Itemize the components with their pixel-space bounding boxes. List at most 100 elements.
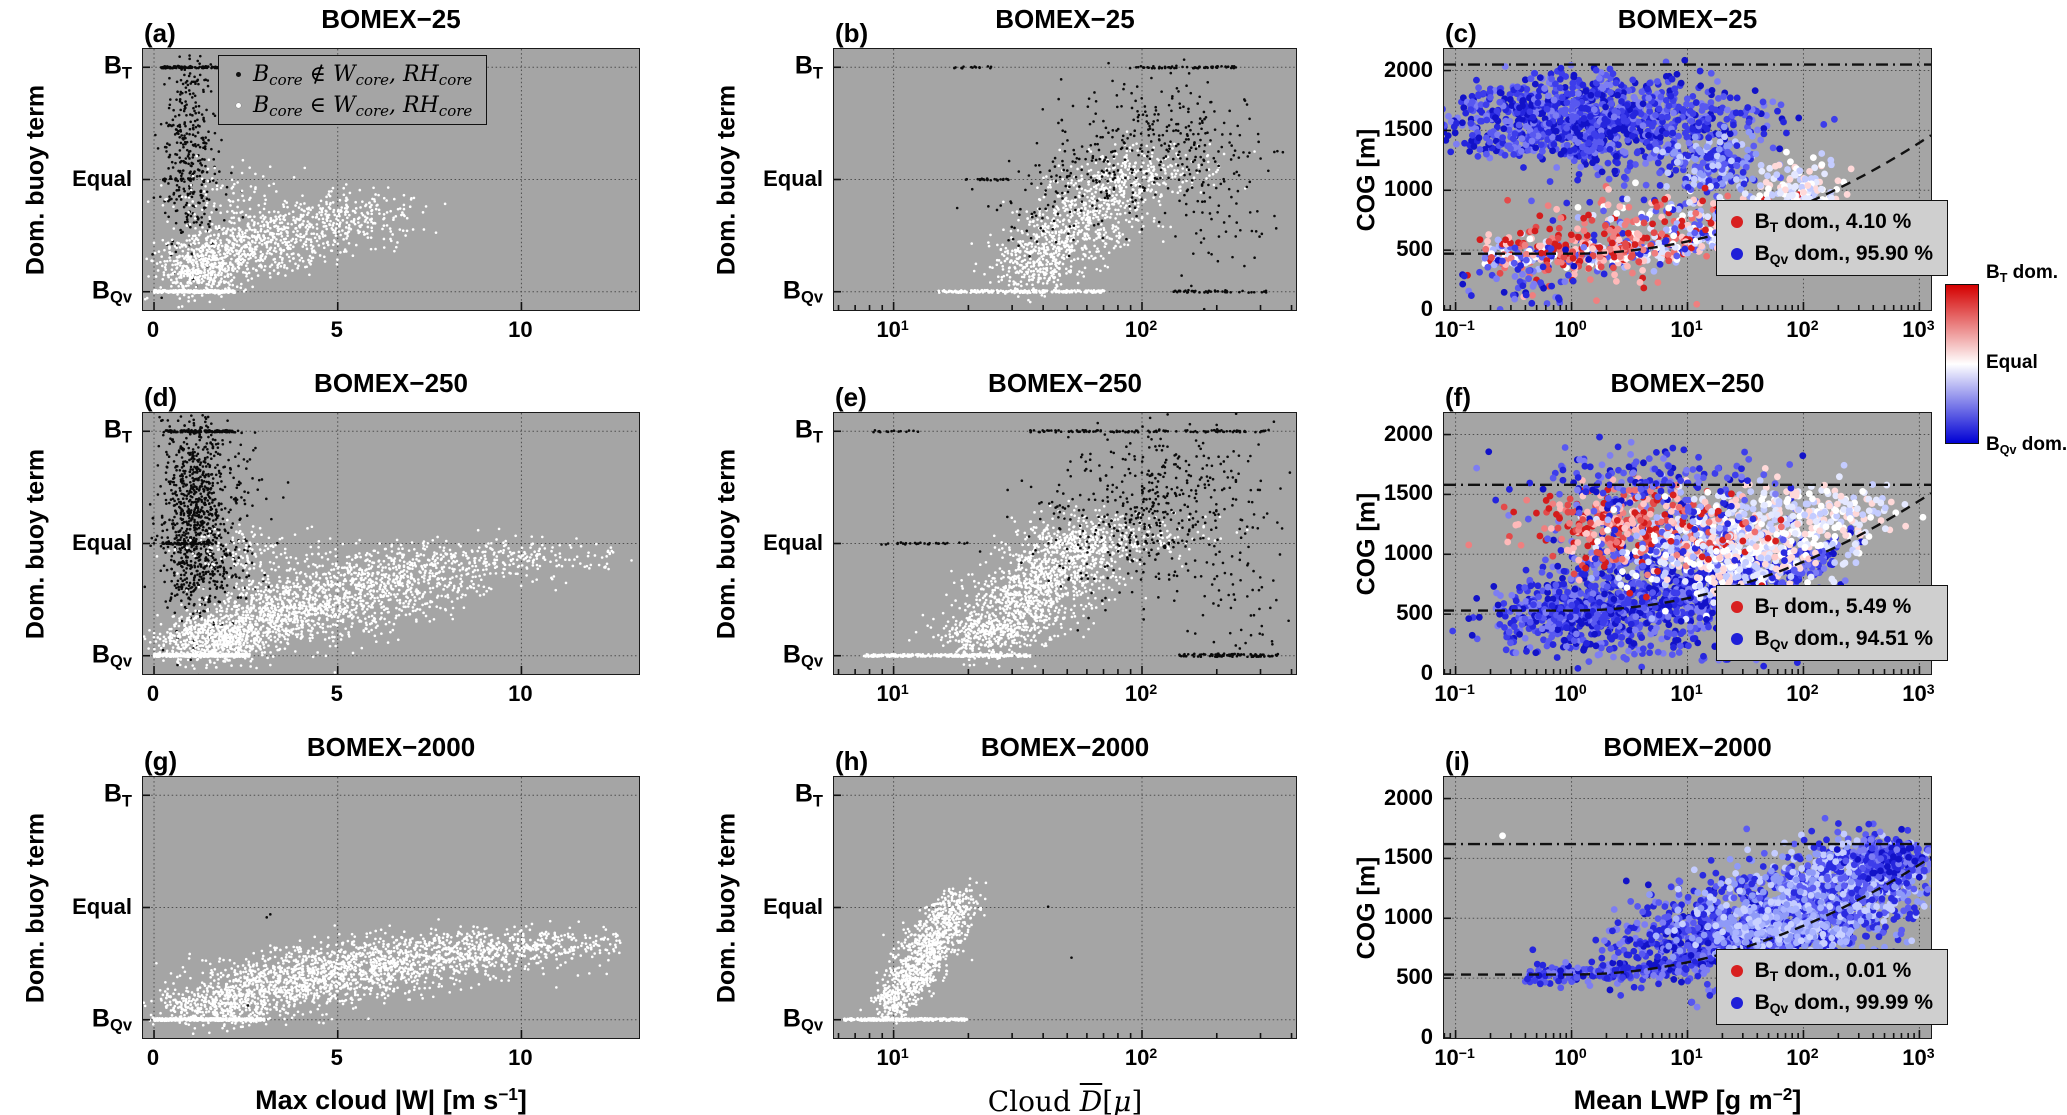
colorbar-gradient (1945, 284, 1979, 444)
y-tick-label: 1000 (1384, 176, 1433, 202)
plot-area (833, 412, 1297, 675)
y-tick-label: 1000 (1384, 904, 1433, 930)
legend: BT dom., 4.10 % BQv dom., 95.90 % (1715, 200, 1948, 276)
y-tick-label: BQv (91, 276, 132, 307)
panel-letter: (e) (835, 382, 867, 412)
x-tick-labels: 0 5 10 (142, 675, 640, 719)
y-tick-label: Equal (763, 165, 823, 191)
x-tick-label: 101 (1670, 1044, 1703, 1070)
legend-row: BQv dom., 94.51 % (1730, 623, 1933, 655)
x-tick-label: 103 (1902, 680, 1935, 706)
panel-title: BOMEX−25 (321, 4, 461, 34)
x-tick-label: 0 (146, 681, 160, 706)
legend-marker (1730, 633, 1743, 645)
y-tick-labels: 0 500 1000 1500 2000 (1331, 412, 1443, 685)
y-tick-label: 1500 (1384, 844, 1433, 870)
colorbar-label-mid: Equal (1986, 352, 2038, 373)
y-tick-label: Equal (72, 529, 132, 555)
panel-letter: (c) (1445, 18, 1477, 48)
y-tick-label: 500 (1396, 236, 1433, 262)
legend-marker (235, 103, 241, 108)
y-tick-labels: BT Equal BQv (721, 412, 833, 675)
panel-title: BOMEX−2000 (980, 732, 1150, 762)
legend-row: BT dom., 5.49 % (1730, 591, 1933, 623)
legend-marker (235, 72, 241, 77)
panel-g: BOMEX−2000 (g) Dom. buoy term 0 5 10 BT Equ… (22, 732, 640, 1115)
x-tick-label: 102 (1786, 1044, 1819, 1070)
legend-label: Bcore ∉ Wcore, RHcore (253, 62, 473, 90)
legend-marker (1730, 216, 1743, 228)
y-tick-labels: BT Equal BQv (721, 48, 833, 311)
y-tick-label: BT (103, 51, 132, 83)
x-tick-labels: 0 5 10 (142, 311, 640, 355)
colorbar-label-bot: BQv dom. (1986, 434, 2067, 457)
legend-label: BT dom., 4.10 % (1754, 210, 1912, 235)
panel-letter: (g) (144, 746, 178, 776)
legend-label: BT dom., 5.49 % (1754, 595, 1912, 620)
x-tick-labels: 10−1 100 101 102 103 (1434, 311, 1934, 355)
x-axis-label: Cloud D[μ] (987, 1085, 1143, 1115)
panel-title: BOMEX−25 (1617, 4, 1758, 34)
panel-i: BOMEX−2000 (i) COG [m] 10−1 100 101 102 103 … (1353, 732, 1948, 1115)
x-tick-label: 101 (876, 1044, 909, 1070)
legend: BT dom., 0.01 % BQv dom., 99.99 % (1715, 949, 1948, 1025)
y-tick-label: 2000 (1384, 784, 1433, 810)
y-tick-label: Equal (763, 529, 823, 555)
x-tick-label: 102 (1124, 1044, 1158, 1070)
legend-label: BQv dom., 99.99 % (1754, 991, 1933, 1016)
x-tick-label: 101 (1670, 680, 1703, 706)
scatter-canvas (834, 413, 1296, 674)
legend-marker (1730, 601, 1743, 613)
y-tick-label: 0 (1420, 296, 1433, 321)
y-tick-label: BQv (782, 640, 823, 671)
y-tick-labels: BT Equal BQv (30, 48, 142, 311)
y-tick-labels: 0 500 1000 1500 2000 (1331, 776, 1443, 1049)
colorbar-label-top: BT dom. (1986, 262, 2059, 285)
panel-letter: (a) (144, 18, 176, 48)
plot-area (833, 48, 1297, 311)
panel-h: BOMEX−2000 (h) Dom. buoy term 101 102 BT E… (713, 732, 1297, 1115)
x-tick-label: 101 (876, 680, 909, 706)
x-tick-labels: 101 102 (833, 675, 1297, 719)
y-tick-label: 0 (1420, 1024, 1433, 1049)
panel-b: BOMEX−25 (b) Dom. buoy term 101 102 BT Equ… (713, 4, 1297, 342)
legend-marker (1730, 997, 1743, 1009)
legend: Bcore ∉ Wcore, RHcore Bcore ∈ Wcore, RHco… (218, 55, 488, 125)
panel-f: BOMEX−250 (f) COG [m] 10−1 100 101 102 103 0… (1353, 368, 1948, 706)
y-tick-label: BQv (782, 276, 823, 307)
panel-letter: (f) (1445, 382, 1471, 412)
legend-marker (1730, 965, 1743, 977)
y-tick-label: 500 (1396, 964, 1433, 990)
x-tick-label: 10 (508, 317, 533, 342)
legend-row: Bcore ∉ Wcore, RHcore (223, 59, 472, 90)
panel-letter: (d) (144, 382, 178, 412)
legend-marker (1730, 248, 1743, 260)
x-tick-label: 5 (330, 1045, 343, 1070)
panel-title: BOMEX−2000 (1603, 732, 1772, 762)
y-tick-label: 2000 (1384, 56, 1433, 82)
y-tick-label: 1000 (1384, 540, 1433, 566)
x-tick-label: 102 (1124, 680, 1158, 706)
y-tick-label: Equal (72, 165, 132, 191)
x-tick-label: 102 (1124, 316, 1158, 342)
y-tick-label: 1500 (1384, 480, 1433, 506)
x-tick-label: 10−1 (1434, 316, 1475, 342)
panel-title: BOMEX−2000 (306, 732, 476, 762)
x-tick-labels: 101 102 (833, 311, 1297, 355)
x-axis-label: Mean LWP [g m−2] (1573, 1084, 1802, 1115)
x-tick-label: 5 (330, 681, 343, 706)
y-tick-labels: BT Equal BQv (30, 776, 142, 1039)
scatter-canvas (834, 49, 1296, 310)
x-tick-label: 101 (1670, 316, 1703, 342)
y-tick-label: 500 (1396, 600, 1433, 626)
x-tick-label: 100 (1554, 316, 1587, 342)
x-tick-label: 100 (1554, 1044, 1587, 1070)
panel-a: BOMEX−25 (a) Dom. buoy term 0 5 10 BT Equal… (22, 4, 640, 342)
panel-letter: (h) (835, 746, 869, 776)
plot-area (142, 776, 640, 1039)
x-axis-label: Max cloud |W| [m s−1] (255, 1084, 527, 1115)
y-tick-labels: 0 500 1000 1500 2000 (1331, 48, 1443, 321)
panel-e: BOMEX−250 (e) Dom. buoy term 101 102 BT Eq… (713, 368, 1297, 706)
panel-letter: (i) (1445, 746, 1470, 776)
